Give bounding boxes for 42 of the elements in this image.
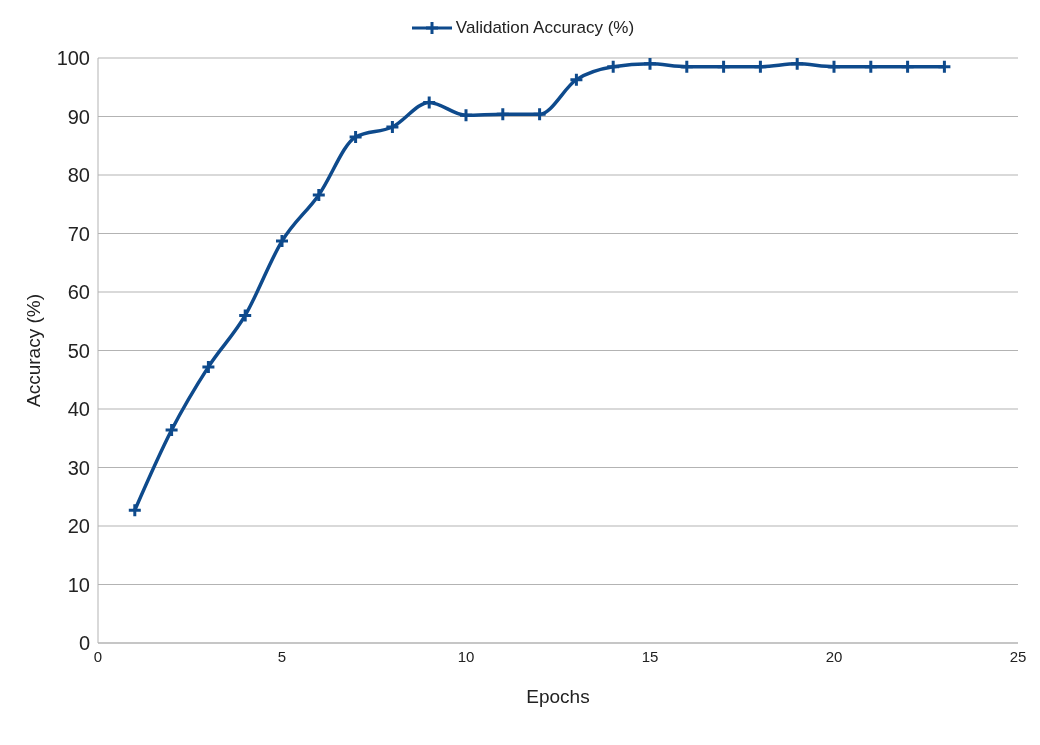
y-tick-label: 30 bbox=[67, 456, 90, 479]
point bbox=[384, 119, 400, 135]
point bbox=[458, 107, 474, 123]
point bbox=[532, 106, 548, 122]
y-tick-label: 10 bbox=[67, 573, 90, 596]
y-tick-label: 40 bbox=[67, 398, 90, 421]
y-axis-title: Accuracy (%) bbox=[22, 294, 44, 407]
x-tick-label: 20 bbox=[825, 647, 843, 665]
x-tick-label: 15 bbox=[641, 647, 659, 665]
point bbox=[716, 59, 732, 75]
point bbox=[421, 94, 437, 110]
point bbox=[789, 58, 805, 72]
x-tick-label: 0 bbox=[93, 647, 103, 665]
point bbox=[605, 59, 621, 75]
point bbox=[642, 58, 658, 72]
point bbox=[164, 422, 180, 438]
x-axis-title: Epochs bbox=[526, 686, 590, 707]
point bbox=[311, 187, 327, 203]
point bbox=[900, 59, 916, 75]
point bbox=[826, 59, 842, 75]
y-tick-label: 70 bbox=[67, 222, 90, 245]
y-tick-label: 90 bbox=[67, 105, 90, 128]
point bbox=[752, 59, 768, 75]
point bbox=[237, 307, 253, 323]
y-tick-label: 100 bbox=[56, 47, 90, 70]
point bbox=[200, 359, 216, 375]
point bbox=[274, 233, 290, 249]
legend-label: Validation Accuracy (%) bbox=[455, 18, 635, 38]
point bbox=[348, 129, 364, 145]
point bbox=[863, 59, 879, 75]
x-tick-label: 25 bbox=[1009, 647, 1027, 665]
x-tick-label: 10 bbox=[457, 647, 475, 665]
y-tick-label: 50 bbox=[67, 339, 90, 362]
y-tick-label: 20 bbox=[67, 515, 90, 538]
y-tick-label: 60 bbox=[67, 281, 90, 304]
point bbox=[127, 502, 143, 518]
y-tick-label: 80 bbox=[67, 164, 90, 187]
point bbox=[495, 106, 511, 122]
point bbox=[568, 72, 584, 88]
x-tick-label: 5 bbox=[277, 647, 287, 665]
point bbox=[679, 59, 695, 75]
point bbox=[936, 59, 952, 75]
